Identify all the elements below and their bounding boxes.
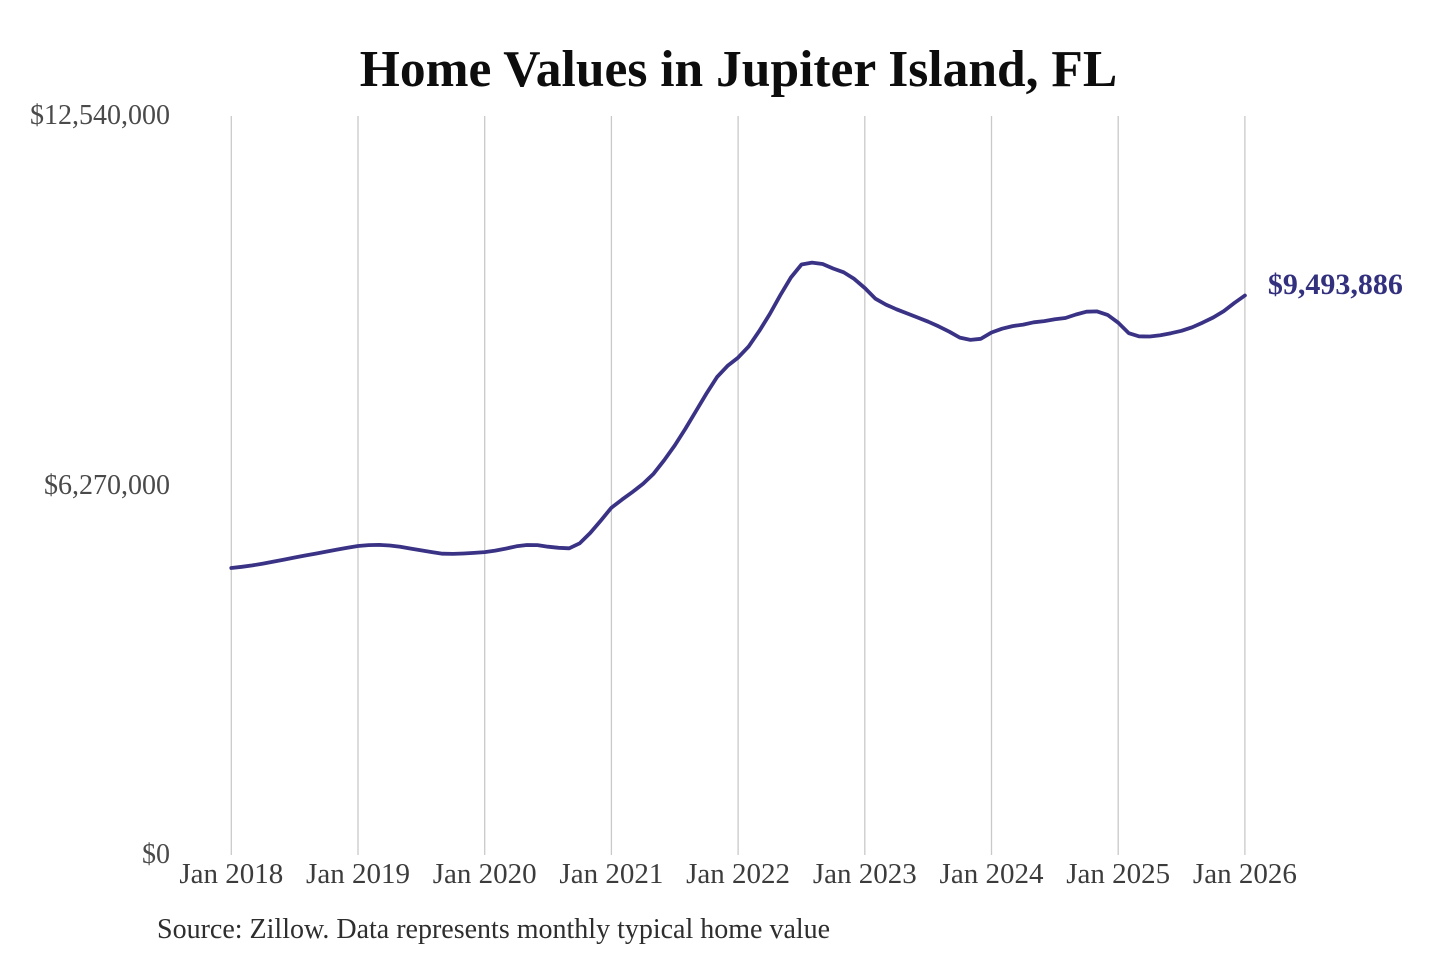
value-line (229, 260, 1247, 570)
x-tick-label-2025: Jan 2025 (1066, 858, 1171, 890)
x-tick-label-2024: Jan 2024 (939, 858, 1044, 890)
x-tick-label-2022: Jan 2022 (686, 858, 791, 890)
x-tick-label-2019: Jan 2019 (306, 858, 410, 890)
x-tick-label-2026: Jan 2026 (1192, 858, 1297, 890)
x-tick-label-2021: Jan 2021 (559, 858, 664, 890)
gridlines (230, 116, 1246, 855)
latest-value-label: $9,493,886 (1267, 267, 1403, 301)
source-note: Source: Zillow. Data represents monthly … (157, 914, 831, 945)
chart-title: Home Values in Jupiter Island, FL (359, 41, 1118, 98)
y-tick-label-top: $12,540,000 (30, 100, 170, 131)
y-tick-label-zero: $0 (142, 839, 170, 870)
x-tick-label-2018: Jan 2018 (179, 858, 284, 890)
y-tick-label-mid: $6,270,000 (44, 469, 170, 501)
x-tick-label-2023: Jan 2023 (812, 858, 917, 890)
x-tick-label-2020: Jan 2020 (432, 858, 537, 890)
